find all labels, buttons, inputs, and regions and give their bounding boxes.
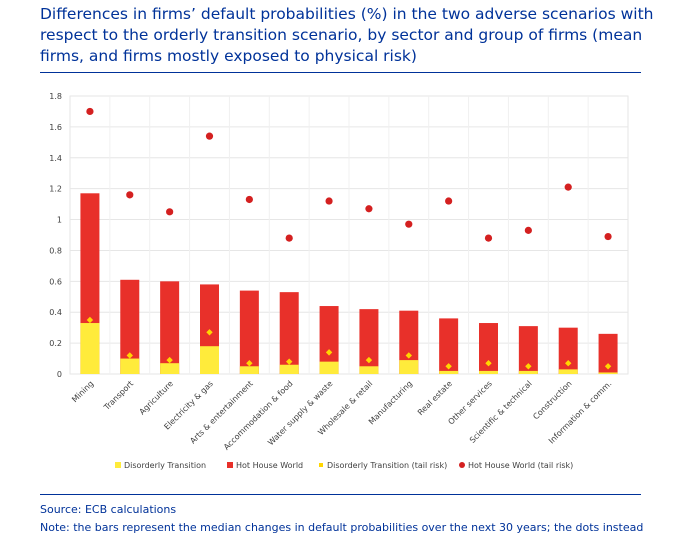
bar-disorderly-transition: [160, 363, 180, 374]
bar-hot-house-world: [160, 281, 180, 374]
bar-disorderly-transition: [239, 366, 259, 374]
marker-disorderly-tail-risk: [325, 349, 333, 356]
y-tick-label: 1.6: [49, 123, 62, 132]
marker-hot-house-tail-risk: [365, 205, 373, 213]
bar-disorderly-transition: [479, 370, 498, 374]
bar-disorderly-transition: [319, 361, 339, 374]
bar-hot-house-world: [319, 306, 339, 374]
x-tick-label: Water supply & waste: [266, 379, 334, 447]
bar-disorderly-transition: [359, 366, 379, 374]
bar-disorderly-transition: [518, 370, 538, 374]
bar-disorderly-transition: [279, 364, 299, 374]
bar-hot-house-world: [120, 279, 140, 374]
y-tick-label: 1.8: [49, 92, 62, 101]
x-tick-label: Mining: [70, 379, 95, 404]
bar-disorderly-transition: [200, 346, 219, 374]
x-tick-label: Agriculture: [138, 379, 176, 417]
legend-label: Disorderly Transition (tail risk): [327, 461, 447, 470]
bar-hot-house-world: [598, 333, 618, 374]
source-text: Source: ECB calculations: [40, 503, 177, 516]
x-tick-label: Manufacturing: [367, 379, 414, 426]
marker-disorderly-tail-risk: [604, 363, 612, 370]
x-tick-label: Transport: [102, 379, 136, 413]
marker-hot-house-tail-risk: [245, 195, 253, 204]
y-tick-label: 0.4: [49, 308, 62, 317]
y-tick-label: 1.2: [49, 185, 62, 194]
marker-hot-house-tail-risk: [285, 234, 293, 242]
marker-disorderly-tail-risk: [126, 352, 133, 359]
legend-swatch: [319, 463, 323, 467]
legend-label: Hot House World (tail risk): [468, 461, 573, 470]
marker-disorderly-tail-risk: [485, 359, 492, 367]
bar-hot-house-world: [279, 292, 299, 374]
bottom-divider: [40, 494, 641, 495]
bar-hot-house-world: [439, 318, 459, 374]
marker-disorderly-tail-risk: [286, 358, 293, 365]
marker-hot-house-tail-risk: [484, 234, 493, 242]
legend-swatch: [459, 462, 465, 468]
bar-hot-house-world: [399, 310, 419, 374]
y-tick-label: 0.8: [49, 246, 62, 255]
bar-chart: 0 0.2 0.4 0.6 0.8 1 1.2 1.4 1.6 1.8 Mining Transpor…: [49, 92, 629, 470]
marker-hot-house-tail-risk: [166, 208, 174, 216]
x-tick-label: Real estate: [416, 379, 454, 417]
legend-swatch: [115, 462, 121, 468]
bar-disorderly-transition: [399, 360, 419, 374]
marker-hot-house-tail-risk: [524, 226, 532, 234]
marker-disorderly-tail-risk: [445, 363, 452, 370]
marker-hot-house-tail-risk: [205, 132, 214, 140]
x-tick-label: Construction: [531, 379, 573, 421]
marker-disorderly-tail-risk: [565, 359, 572, 367]
bar-disorderly-transition: [439, 370, 459, 374]
y-tick-label: 0.6: [49, 277, 62, 286]
bar-hot-house-world: [239, 290, 259, 374]
bar-hot-house-world: [558, 327, 578, 374]
marker-hot-house-tail-risk: [405, 220, 413, 228]
x-tick-label: Accommodation & food: [222, 379, 295, 452]
bar-hot-house-world: [359, 309, 379, 374]
y-tick-label: 1.4: [49, 154, 62, 163]
y-tick-label: 0.2: [49, 339, 62, 348]
chart-area: 0 0.2 0.4 0.6 0.8 1 1.2 1.4 1.6 1.8 Mining Transpor…: [40, 80, 641, 485]
legend-label: Disorderly Transition: [124, 461, 206, 470]
bar-hot-house-world: [518, 326, 538, 374]
marker-disorderly-tail-risk: [86, 316, 94, 324]
bar-disorderly-transition: [80, 323, 100, 374]
marker-hot-house-tail-risk: [86, 107, 94, 116]
marker-disorderly-tail-risk: [246, 359, 253, 367]
marker-hot-house-tail-risk: [564, 183, 572, 191]
y-tick-label: 0: [57, 370, 62, 379]
marker-hot-house-tail-risk: [126, 191, 134, 199]
y-tick-label: 1: [57, 216, 62, 225]
top-divider: [40, 72, 641, 73]
marker-disorderly-tail-risk: [166, 356, 173, 364]
bar-disorderly-transition: [598, 372, 618, 374]
bar-disorderly-transition: [558, 369, 578, 374]
legend-swatch: [227, 462, 233, 468]
marker-hot-house-tail-risk: [604, 232, 612, 241]
marker-disorderly-tail-risk: [405, 352, 412, 359]
bar-hot-house-world: [479, 323, 498, 374]
marker-disorderly-tail-risk: [365, 356, 373, 364]
marker-disorderly-tail-risk: [206, 329, 213, 336]
chart-title: Differences in firms’ default probabilit…: [40, 5, 654, 65]
marker-hot-house-tail-risk: [445, 197, 453, 205]
note-text: Note: the bars represent the median chan…: [40, 521, 644, 534]
marker-hot-house-tail-risk: [325, 197, 333, 205]
legend-label: Hot House World: [236, 461, 303, 470]
bar-disorderly-transition: [120, 358, 140, 374]
